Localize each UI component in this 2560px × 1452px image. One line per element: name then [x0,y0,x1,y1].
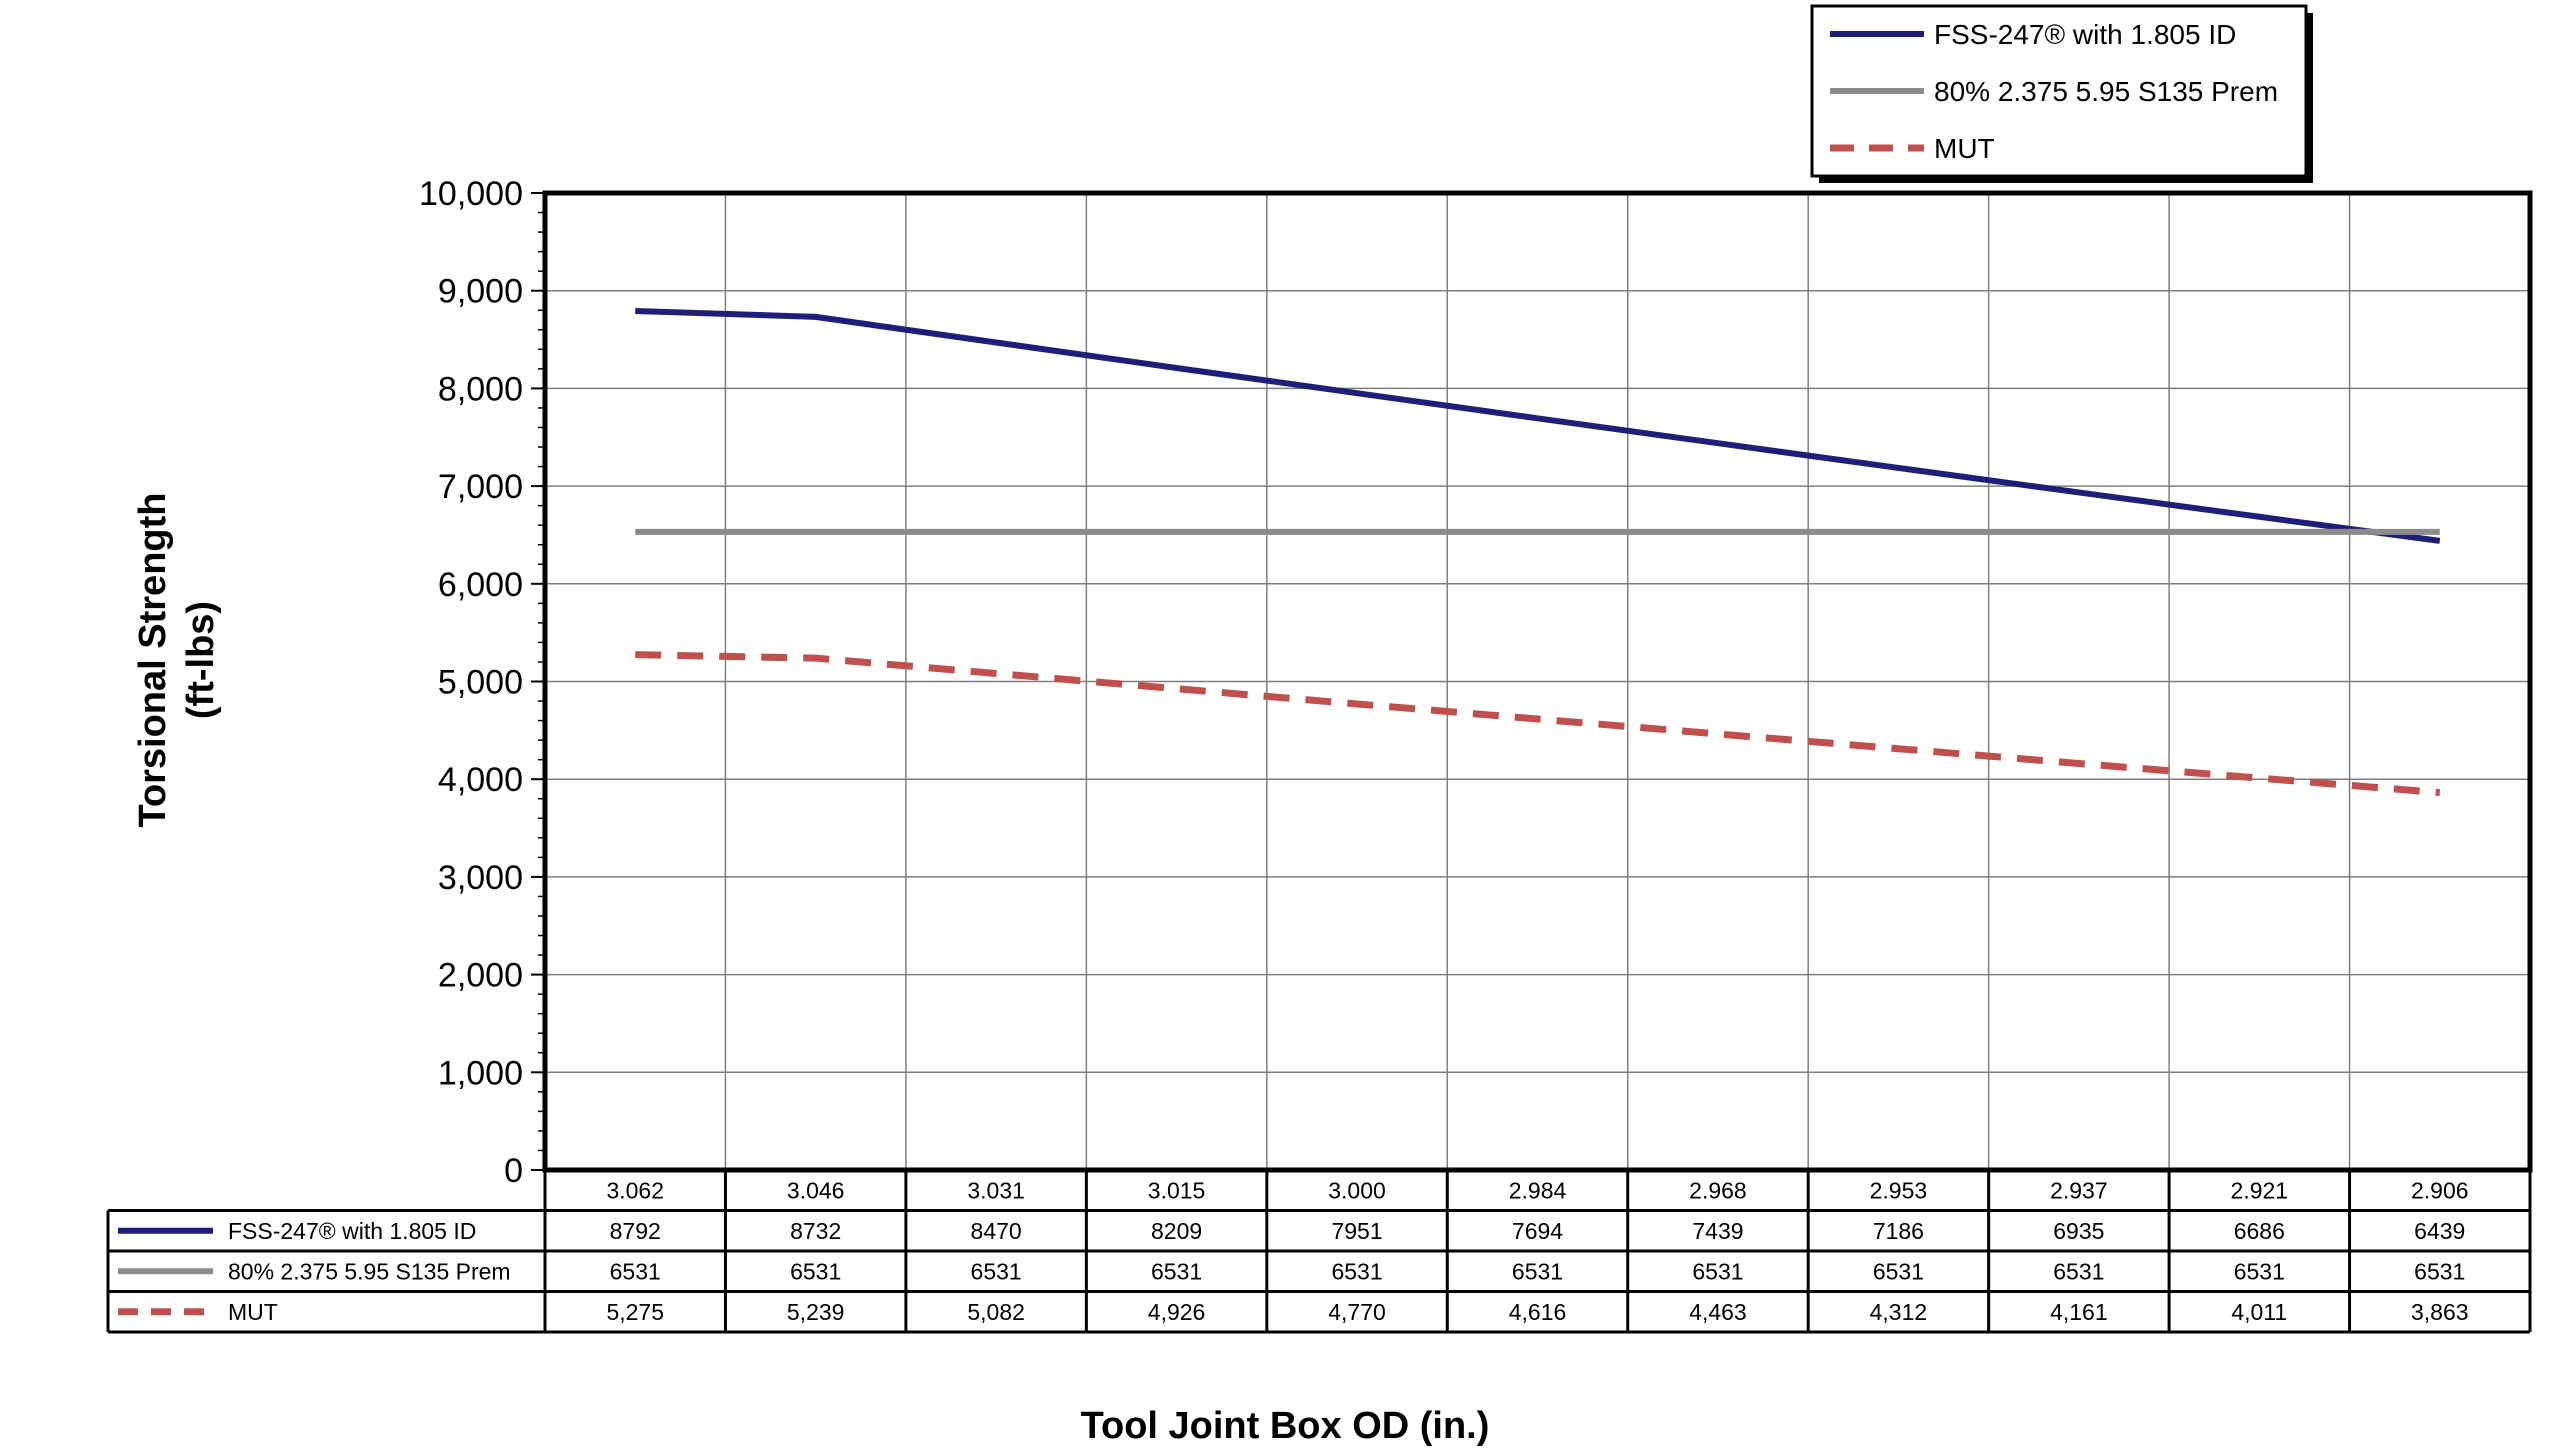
y-tick-label: 6,000 [438,566,523,604]
y-tick-label: 7,000 [438,468,523,506]
table-data-value: 5,082 [967,1299,1025,1325]
table-data-value: 8792 [610,1218,661,1244]
table-series-name: 80% 2.375 5.95 S135 Prem [228,1258,511,1284]
x-category-label: 2.953 [1870,1177,1928,1203]
table-series-name: MUT [228,1299,278,1325]
gridlines [545,192,2530,1171]
table-data-value: 6531 [2234,1258,2285,1284]
table-data-value: 6531 [1873,1258,1924,1284]
table-data-value: 4,926 [1148,1299,1206,1325]
y-tick-label: 10,000 [419,175,523,213]
y-tick-label: 8,000 [438,370,523,408]
table-data-value: 6531 [790,1258,841,1284]
x-category-label: 3.015 [1148,1177,1206,1203]
x-axis-title: Tool Joint Box OD (in.) [1081,1405,1490,1447]
x-category-label: 2.906 [2411,1177,2469,1203]
x-category-label: 3.046 [787,1177,845,1203]
table-data-value: 8209 [1151,1218,1202,1244]
y-tick-label: 0 [504,1152,523,1190]
table-data-value: 6531 [2053,1258,2104,1284]
table-data-value: 7439 [1692,1218,1743,1244]
table-data-value: 6531 [971,1258,1022,1284]
x-category-label: 3.031 [967,1177,1025,1203]
legend: FSS-247® with 1.805 ID 80% 2.375 5.95 S13… [1810,4,2313,183]
table-data-value: 5,275 [606,1299,664,1325]
y-tick-label: 4,000 [438,761,523,799]
table-data-value: 5,239 [787,1299,845,1325]
y-axis-title-line-1: Torsional Strength [132,493,174,828]
series-line [635,308,2441,544]
table-data-value: 6439 [2414,1218,2465,1244]
x-category-label: 2.937 [2050,1177,2108,1203]
x-category-label: 2.968 [1689,1177,1747,1203]
table-data-value: 8470 [971,1218,1022,1244]
table-data-value: 4,616 [1509,1299,1567,1325]
legend-label: 80% 2.375 5.95 S135 Prem [1934,76,2278,107]
table-data-value: 6531 [2414,1258,2465,1284]
series-line [635,651,2441,797]
table-data-value: 7951 [1331,1218,1382,1244]
table-data-value: 4,161 [2050,1299,2108,1325]
legend-label: MUT [1934,133,1995,164]
table-data-value: 6686 [2234,1218,2285,1244]
table-data-value: 4,312 [1870,1299,1928,1325]
y-tick-label: 5,000 [438,664,523,702]
table-data-value: 6531 [610,1258,661,1284]
table-series-name: FSS-247® with 1.805 ID [228,1218,476,1244]
y-axis-title-line-2: (ft-lbs) [180,601,222,719]
y-tick-label: 3,000 [438,859,523,897]
x-category-label: 2.984 [1509,1177,1567,1203]
table-data-value: 6531 [1692,1258,1743,1284]
y-tick-label: 1,000 [438,1054,523,1092]
x-category-label: 2.921 [2231,1177,2289,1203]
series-lines [635,308,2441,797]
table-data-value: 6531 [1331,1258,1382,1284]
y-tick-label: 9,000 [438,273,523,311]
table-data-value: 7694 [1512,1218,1563,1244]
y-axis: 0 1,000 2,000 3,000 4,000 5,000 6,000 7,000 8,00… [419,175,545,1190]
table-data-value: 6531 [1151,1258,1202,1284]
table-data-value: 6531 [1512,1258,1563,1284]
legend-label: FSS-247® with 1.805 ID [1934,19,2236,50]
data-table: 3.062 3.046 3.031 3.015 3.000 2.984 2.968 2.953… [106,1168,2532,1334]
table-data-value: 4,463 [1689,1299,1747,1325]
x-category-label: 3.062 [606,1177,664,1203]
table-data-value: 3,863 [2411,1299,2469,1325]
table-data-value: 4,770 [1328,1299,1386,1325]
x-category-label: 3.000 [1328,1177,1386,1203]
table-data-value: 6935 [2053,1218,2104,1244]
table-data-value: 7186 [1873,1218,1924,1244]
table-data-value: 8732 [790,1218,841,1244]
y-tick-label: 2,000 [438,957,523,995]
table-data-value: 4,011 [2231,1299,2287,1325]
